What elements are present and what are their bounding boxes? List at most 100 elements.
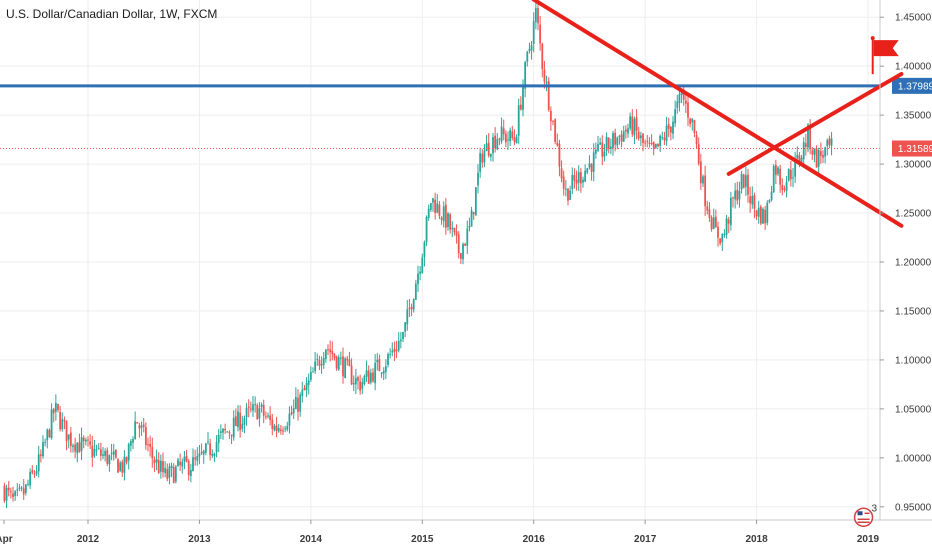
candle-body [699,161,702,184]
candle-body [406,309,409,325]
x-tick-label: 2019 [857,534,880,545]
candle-body [282,430,284,432]
candle-body [530,45,533,51]
candle-body [637,131,640,139]
candle-body [549,110,552,122]
candle-body [33,473,36,475]
candle-body [335,356,338,369]
candle-body [710,217,713,230]
candle-body [309,371,312,380]
candle-body [174,466,177,482]
candle-body [532,21,535,44]
candle-body [399,339,402,342]
candle-body [123,456,126,473]
candle-body [31,470,34,473]
candle-body [372,372,374,382]
candle-body [80,437,83,451]
candle-body [423,242,426,257]
candle-body [352,382,355,385]
candle-body [211,453,214,456]
candle-body [322,358,325,365]
level-price-label: 1.37989 [898,81,932,92]
candle-body [425,216,428,243]
candle-body [717,226,719,238]
candle-body [697,144,700,164]
candle-body [134,421,137,440]
candle-body [524,62,527,89]
candle-body [764,209,767,224]
candle-body [804,143,807,147]
candle-body [622,131,625,142]
candle-body [719,238,722,244]
price-axis: 1.45000 1.40000 1.35000 1.30000 1.25000 1.200… [880,13,932,513]
candle-body [644,142,647,144]
candle-body [151,446,154,459]
candle-body [826,140,829,146]
candle-body [627,128,629,134]
candle-body [219,431,222,434]
candle-body [766,202,769,223]
x-tick-label: 2013 [188,534,211,545]
candle-body [404,322,407,332]
candle-body [513,137,516,142]
candle-body [500,126,503,142]
candle-body [680,92,683,96]
candle-body [509,130,512,142]
candle-body [449,214,452,230]
candle-body [603,151,606,157]
candle-body [588,163,591,168]
candle-body [498,138,501,140]
candle-body [217,434,220,443]
candle-body [54,403,57,412]
trend-line[interactable] [726,71,904,176]
candle-body [772,166,775,193]
marker-badge: 3 [872,503,878,514]
trend-line[interactable] [531,0,904,228]
us-flag-icon[interactable]: 3 [853,503,878,528]
candle-body [732,197,734,199]
candle-body [267,415,269,417]
candle-body [727,219,730,224]
candle-body [136,421,139,424]
candle-body [472,212,475,215]
candle-body [417,273,419,284]
candle-body [37,454,40,472]
flag-icon[interactable] [870,36,899,75]
candle-body [320,364,323,366]
candle-body [616,137,619,146]
candle-body [286,426,289,430]
candle-body [479,153,482,172]
candle-body [144,427,147,446]
candle-body [723,233,726,235]
candle-body [359,381,362,391]
candle-body [222,428,224,433]
candle-body [129,441,132,446]
candle-body [339,357,342,359]
candle-body [89,441,92,445]
candle-body [575,179,578,184]
candle-body [155,459,158,463]
candle-body [262,404,265,416]
candle-body [61,419,64,430]
chart-title: U.S. Dollar/Canadian Dollar, 1W, FXCM [6,7,217,21]
candle-body [87,439,89,441]
candle-body [474,187,477,216]
candle-body [496,139,499,150]
y-tick-label: 1.45000 [895,13,932,24]
candle-body [112,451,115,455]
candle-body [419,271,422,274]
candle-body [307,380,310,385]
candle-body [714,216,717,228]
candle-body [522,87,524,110]
candle-body [811,150,814,155]
candle-body [629,116,632,129]
candle-body [42,442,44,457]
candle-body [301,389,304,396]
candle-body [273,425,276,431]
candle-body [744,175,747,187]
candle-body [44,441,47,443]
y-tick-label: 1.20000 [895,258,932,269]
candle-body [344,358,347,378]
candle-body [669,126,672,133]
candle-body [239,412,242,431]
